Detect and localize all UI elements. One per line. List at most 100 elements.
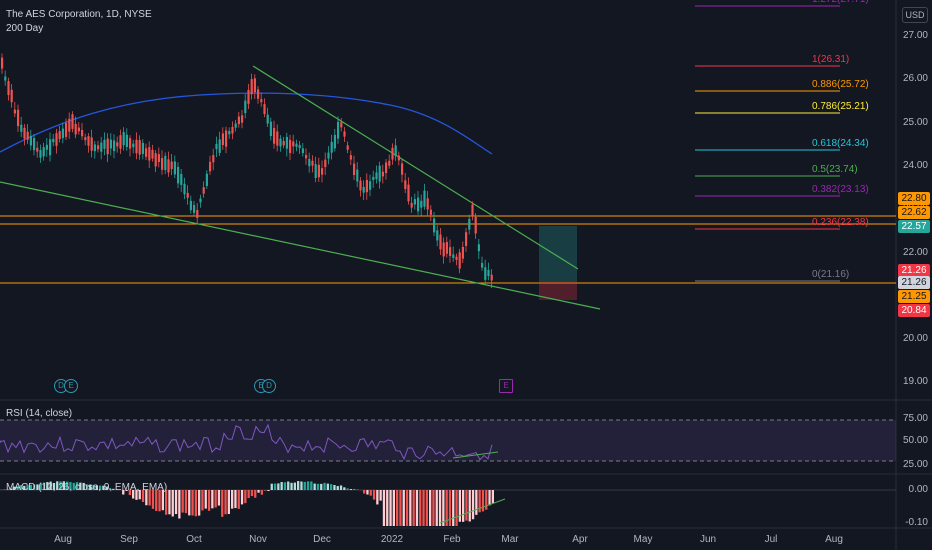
macd-histogram-bar (316, 483, 320, 490)
candle (10, 89, 13, 103)
candle (93, 144, 96, 152)
candle (292, 141, 295, 147)
candle (420, 200, 423, 208)
fib-level-label: 1(26.31) (812, 54, 850, 65)
macd-histogram-bar (168, 490, 171, 515)
macd-histogram-bar (128, 490, 131, 496)
candle (4, 76, 7, 81)
candle (250, 79, 253, 95)
rsi-axis-tick: 25.00 (902, 459, 928, 470)
candle (330, 141, 333, 153)
macd-histogram-bar (425, 490, 428, 526)
candle (231, 127, 234, 134)
macd-histogram-bar (366, 490, 369, 495)
macd-histogram-bar (148, 490, 151, 506)
candle (481, 262, 484, 268)
time-axis-tick: Oct (186, 534, 202, 545)
macd-histogram-bar (287, 481, 290, 490)
macd-histogram-bar (419, 490, 422, 526)
candle (385, 162, 388, 173)
macd-histogram-bar (389, 490, 392, 526)
trendline-upper (252, 65, 579, 270)
macd-histogram-bar (191, 490, 194, 516)
candle (401, 163, 404, 175)
indicator-label-ma[interactable]: 200 Day (6, 23, 44, 34)
event-marker[interactable]: E (499, 379, 513, 393)
fib-level-label: 0.786(25.21) (812, 101, 869, 112)
candle (161, 158, 164, 170)
candle (327, 152, 330, 159)
macd-histogram-bar (277, 483, 280, 490)
candle (135, 139, 138, 154)
candle (116, 142, 119, 147)
price-axis-tick: 25.00 (902, 116, 928, 128)
candle (228, 131, 231, 135)
macd-histogram-bar (452, 490, 455, 526)
macd-histogram-bar (326, 483, 329, 490)
time-axis-tick: Aug (825, 534, 843, 545)
currency-button[interactable]: USD (902, 7, 928, 23)
macd-histogram-bar (485, 490, 488, 510)
candle (253, 78, 256, 93)
macd-histogram-bar (237, 490, 240, 509)
macd-histogram-bar (72, 482, 75, 490)
candle (183, 183, 186, 195)
macd-histogram-bar (320, 483, 323, 490)
macd-histogram-bar (244, 490, 247, 504)
price-tag: 22.57 (898, 220, 930, 233)
candle (289, 139, 292, 153)
macd-histogram-bar (415, 490, 419, 526)
macd-histogram-bar (221, 490, 224, 517)
macd-histogram-bar (42, 482, 46, 490)
macd-histogram-bar (211, 490, 214, 509)
macd-histogram-bar (95, 485, 98, 490)
macd-histogram-bar (224, 490, 227, 515)
macd-histogram-bar (280, 482, 283, 490)
event-marker[interactable]: E (64, 379, 78, 393)
candle (343, 131, 346, 137)
symbol-title[interactable]: The AES Corporation, 1D, NYSE (6, 9, 152, 20)
macd-histogram-bar (491, 490, 494, 504)
time-axis-tick: Sep (120, 534, 138, 545)
macd-histogram-bar (247, 490, 250, 499)
macd-histogram-bar (198, 490, 201, 516)
macd-histogram-bar (346, 488, 349, 490)
candle (301, 148, 304, 154)
macd-histogram-bar (46, 482, 49, 490)
macd-histogram-bar (273, 483, 277, 490)
rsi-label[interactable]: RSI (14, close) (6, 408, 73, 419)
candle (145, 148, 148, 157)
macd-histogram-bar (231, 490, 234, 509)
candle (167, 159, 170, 173)
candle (353, 163, 356, 176)
candle (404, 180, 407, 190)
candle (359, 180, 362, 191)
macd-histogram-bar (363, 490, 366, 494)
candle (196, 210, 199, 218)
position-loss-zone (539, 282, 577, 300)
macd-histogram-bar (465, 490, 468, 521)
event-marker[interactable]: D (262, 379, 276, 393)
candle (106, 138, 109, 155)
candle (36, 147, 39, 152)
macd-histogram-bar (343, 487, 346, 490)
macd-histogram-bar (161, 490, 164, 511)
price-axis-tick: 26.00 (902, 73, 928, 85)
macd-histogram-bar (145, 490, 148, 506)
candle (164, 155, 167, 171)
candle (74, 123, 77, 135)
candle (308, 158, 311, 167)
macd-histogram-bar (386, 490, 389, 526)
macd-histogram-bar (442, 490, 445, 526)
candle (237, 116, 240, 125)
candle (321, 168, 324, 175)
candle (279, 138, 282, 147)
macd-histogram-bar (300, 481, 303, 490)
macd-histogram-bar (376, 490, 379, 505)
macd-histogram-bar (188, 490, 191, 516)
macd-histogram-bar (115, 489, 118, 490)
macd-histogram-bar (330, 484, 333, 490)
macd-histogram-bar (16, 486, 19, 490)
macd-label[interactable]: MACD (12, 26, close, 9, EMA, EMA) (6, 482, 168, 493)
